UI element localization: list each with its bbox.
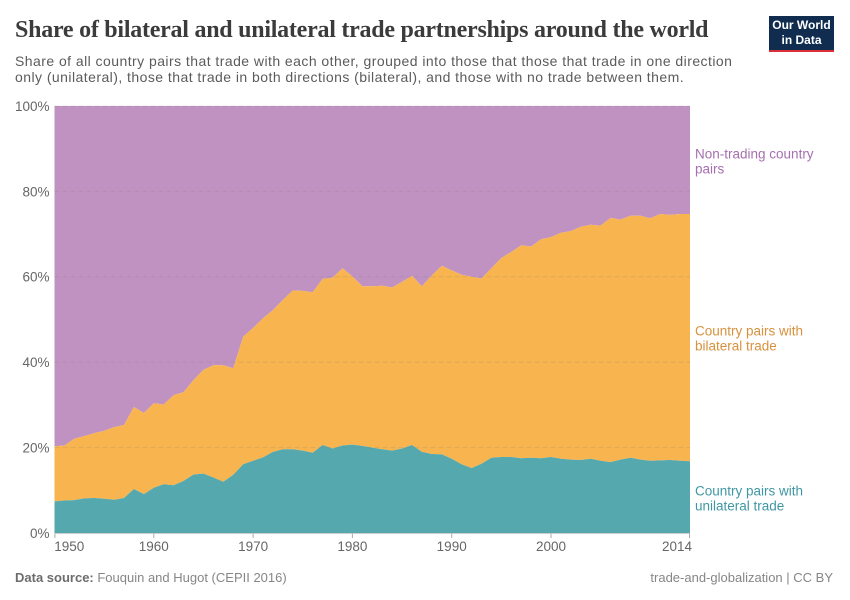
svg-text:Non-trading country: Non-trading country (695, 147, 814, 162)
svg-text:40%: 40% (22, 355, 49, 370)
svg-text:Country pairs with: Country pairs with (695, 484, 803, 499)
svg-text:bilateral trade: bilateral trade (695, 339, 777, 354)
svg-text:Country pairs with: Country pairs with (695, 324, 803, 339)
svg-text:2014: 2014 (662, 539, 693, 554)
svg-text:1990: 1990 (437, 539, 467, 554)
svg-text:2000: 2000 (536, 539, 566, 554)
svg-text:1960: 1960 (139, 539, 169, 554)
svg-text:60%: 60% (22, 270, 49, 285)
svg-text:1980: 1980 (337, 539, 367, 554)
svg-text:20%: 20% (22, 441, 49, 456)
svg-text:80%: 80% (22, 184, 49, 199)
svg-text:100%: 100% (15, 99, 50, 114)
svg-text:1970: 1970 (238, 539, 268, 554)
svg-text:1950: 1950 (54, 539, 84, 554)
svg-text:unilateral trade: unilateral trade (695, 499, 784, 514)
svg-text:pairs: pairs (695, 162, 725, 177)
svg-text:0%: 0% (30, 526, 50, 541)
